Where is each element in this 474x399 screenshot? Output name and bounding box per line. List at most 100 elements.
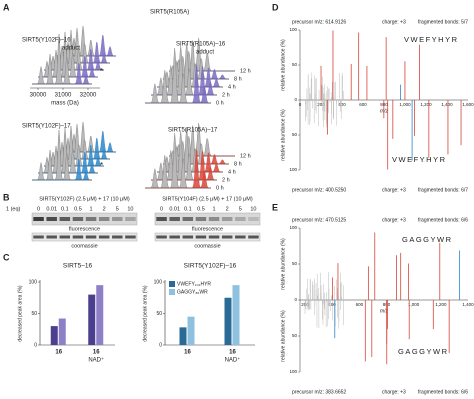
- time-label: 0 h: [216, 100, 224, 106]
- gel-band: [208, 235, 220, 239]
- lane-label: 0.01: [46, 206, 57, 212]
- bar: [224, 297, 232, 345]
- gel-band: [248, 217, 259, 221]
- spectrum-info: charge: +3: [382, 19, 406, 25]
- gel-band: [46, 217, 57, 221]
- y-axis-label: relative abundance (%): [280, 310, 286, 362]
- y-tick-label: 0: [34, 342, 37, 348]
- spectrum-title: SIRT5(R105A): [150, 10, 189, 16]
- y-tick-label: 50: [156, 311, 162, 317]
- gel-band: [182, 217, 194, 221]
- x-tick-label: 1,200: [435, 302, 447, 307]
- bar: [58, 318, 66, 345]
- lane-label: 0.1: [184, 206, 192, 212]
- bar: [232, 285, 240, 345]
- gel-band: [46, 235, 57, 239]
- y-tick-label: 0: [159, 342, 162, 348]
- x-tick-label: 1,000: [408, 302, 420, 307]
- gel-band: [195, 217, 207, 221]
- spectrum-title: SIRT5(Y102F)–16: [22, 38, 71, 44]
- gel-coomassie: [31, 232, 138, 242]
- spectrum-info: precursor m/z: 614.9126: [292, 19, 346, 25]
- y-tick-label: 50: [31, 311, 37, 317]
- row-label: coomassie: [71, 243, 97, 249]
- spectrum-info: precursor m/z: 400.5250: [292, 187, 346, 193]
- bar: [96, 285, 104, 345]
- panel-letter: C: [3, 252, 10, 262]
- lane-label: 0.01: [169, 206, 180, 212]
- lane-label: 5: [116, 206, 119, 212]
- y-tick-label: 0: [294, 97, 297, 102]
- y-tick-label: 100: [154, 279, 163, 285]
- y-tick-label: 50: [292, 261, 298, 266]
- bar: [88, 294, 96, 345]
- gel-band: [156, 217, 167, 221]
- legend-label: VWEFY₁₀₂HYR: [177, 281, 211, 287]
- panel-letter: E: [272, 202, 278, 212]
- legend-label: GAGGY₈₆WR: [177, 289, 208, 295]
- y-tick-label: 50: [292, 132, 298, 137]
- gel-band: [59, 217, 71, 221]
- time-label: 4 h: [228, 169, 236, 175]
- marker: *: [100, 67, 103, 76]
- lane-label: 1: [90, 206, 93, 212]
- lane-label: 2: [103, 206, 106, 212]
- x-tick-label: 600: [356, 302, 364, 307]
- bar: [187, 316, 195, 345]
- time-label: 12 h: [240, 68, 251, 74]
- gel-band: [72, 217, 84, 221]
- bar: [179, 327, 187, 345]
- gel-band: [169, 217, 180, 221]
- x-tick-label: 1,000: [399, 102, 411, 107]
- spectrum-note: adduct: [196, 50, 214, 56]
- gel-band: [85, 235, 97, 239]
- y-tick-label: 100: [289, 27, 297, 32]
- y-axis-label: relative abundance (%): [280, 238, 286, 290]
- x-axis-label: m/z: [380, 308, 389, 314]
- gel-band: [112, 217, 123, 221]
- x-axis-label: mass (Da): [51, 101, 79, 107]
- spectrum-title: SIRT5(Y102F)–17: [22, 124, 71, 130]
- spectrum-info: fragmented bonds: 5/7: [418, 19, 468, 25]
- time-label: 8 h: [234, 161, 242, 167]
- y-axis-label: decreased peak area (%): [17, 285, 23, 341]
- x-axis-label: m/z: [380, 108, 389, 114]
- x-tick-label: 16: [184, 350, 191, 356]
- lane-label: 0.1: [61, 206, 69, 212]
- lane-label: 1 (eq): [6, 206, 21, 212]
- row-label: fluorescence: [69, 226, 100, 232]
- spectrum-info: precursor m/z: 383.6652: [292, 389, 346, 395]
- gel-band: [235, 217, 246, 221]
- y-tick-label: 100: [289, 369, 297, 374]
- spectrum-info: fragmented bonds: 6/6: [418, 389, 468, 395]
- panel-letter: A: [3, 2, 10, 12]
- row-label: fluorescence: [192, 226, 223, 232]
- gel-band: [156, 235, 167, 239]
- gel-fluorescence: [31, 212, 138, 226]
- spectrum-note: adduct: [62, 46, 80, 52]
- y-tick-label: 50: [292, 333, 298, 338]
- gel-band: [112, 235, 123, 239]
- peptide-sequence: VWEFYHYR: [392, 155, 447, 164]
- y-tick-label: 50: [292, 62, 298, 67]
- peptide-sequence: GAGGYWR: [398, 347, 449, 356]
- lane-label: 1: [213, 206, 216, 212]
- lane-label: 2: [226, 206, 229, 212]
- gel-band: [33, 217, 44, 221]
- spectrum-title: SIRT5(R105A)–17: [168, 128, 218, 134]
- gel-band: [195, 235, 207, 239]
- marker: *: [100, 161, 103, 170]
- legend-swatch: [169, 289, 175, 295]
- gel-band: [169, 235, 180, 239]
- y-tick-label: 100: [289, 167, 297, 172]
- y-tick-label: 100: [289, 225, 297, 230]
- peptide-sequence: GAGGYWR: [402, 235, 453, 244]
- gel-band: [221, 235, 233, 239]
- gel-band: [125, 217, 136, 221]
- row-label: coomassie: [194, 243, 220, 249]
- y-axis-label: relative abundance (%): [280, 39, 286, 91]
- spectrum-info: fragmented bonds: 6/7: [418, 187, 468, 193]
- lane-label: 0.5: [74, 206, 82, 212]
- gel-coomassie: [154, 232, 261, 242]
